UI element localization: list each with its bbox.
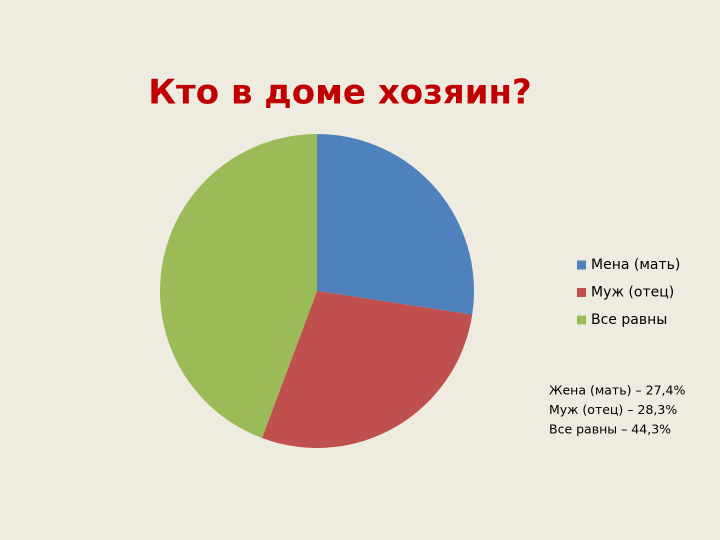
legend-label: Муж (отец) [591,285,674,301]
chart-title: Кто в доме хозяин? [148,73,531,113]
pie-slice [261,291,473,448]
legend-swatch [577,260,586,270]
annotation: Все равны – 44,3% [549,422,671,437]
annotation: Муж (отец) – 28,3% [549,402,677,417]
pie-slice [160,134,317,439]
legend-label: Все равны [591,312,667,328]
legend-label: Мена (мать) [591,257,680,273]
legend-swatch [577,288,586,297]
pie-slice [317,134,474,315]
annotation: Жена (мать) – 27,4% [549,383,685,398]
legend-swatch [577,315,586,325]
